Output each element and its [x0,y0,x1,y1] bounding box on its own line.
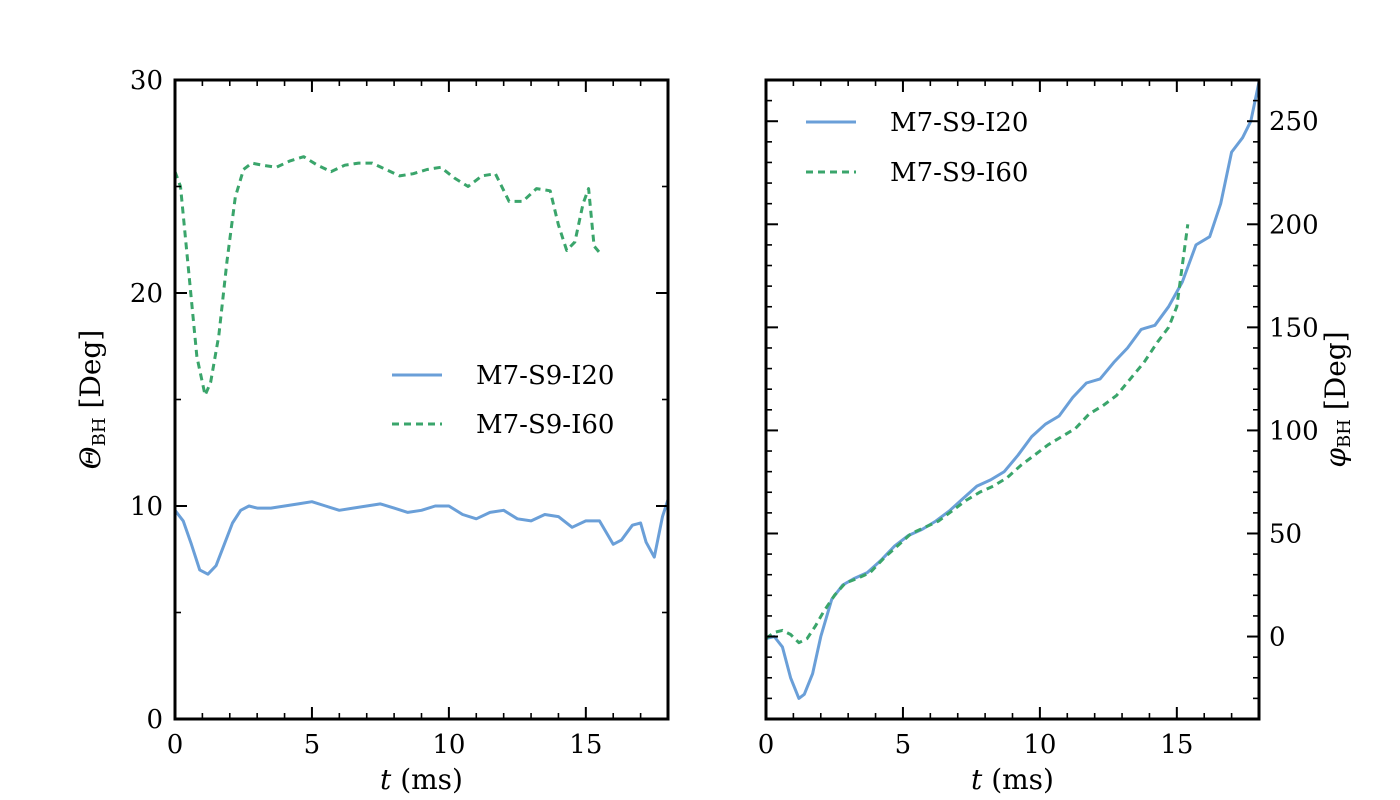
right-x-tick-label: 15 [1160,730,1193,760]
left-x-tick-label: 5 [304,730,321,760]
left-legend-label-0: M7-S9-I20 [476,361,614,391]
right-y-tick-label: 100 [1269,416,1319,446]
left-x-axis-label: t (ms) [380,763,463,796]
left-plot-frame [173,78,670,721]
right-plot-lines [766,81,1259,700]
right-series-line-1 [766,224,1190,645]
right-legend-label-1: M7-S9-I60 [890,158,1028,188]
right-y-axis-label: φBH [Deg] [1319,331,1355,467]
right-x-tick-label: 5 [895,730,912,760]
right-series-line-0 [766,81,1259,700]
left-y-tick-label: 10 [130,492,163,522]
left-plot-lines [175,155,668,576]
left-legend-label-1: M7-S9-I60 [476,410,614,440]
left-x-tick-label: 15 [569,730,602,760]
left-series-line-0 [175,499,668,576]
right-x-tick-label: 10 [1023,730,1056,760]
right-y-tick-label: 50 [1269,519,1302,549]
right-x-tick-label: 0 [758,730,775,760]
right-legend-label-0: M7-S9-I20 [890,108,1028,138]
right-y-tick-label: 0 [1269,623,1286,653]
right-y-tick-label: 200 [1269,210,1319,240]
right-y-tick-label: 250 [1269,107,1319,137]
left-y-tick-label: 0 [146,705,163,735]
right-y-tick-label: 150 [1269,313,1319,343]
left-axis-ticks: 0 5 10 15 0 10 20 30 [130,66,669,760]
left-x-tick-label: 10 [432,730,465,760]
left-y-axis-label: ΘBH [Deg] [74,330,110,470]
left-x-tick-label: 0 [167,730,184,760]
right-x-axis-label: t (ms) [971,763,1054,796]
left-legend: M7-S9-I20 M7-S9-I60 [392,361,614,440]
left-y-tick-label: 20 [130,279,163,309]
left-series-line-1 [175,155,601,397]
left-y-tick-label: 30 [130,66,163,96]
right-legend: M7-S9-I20 M7-S9-I60 [806,108,1028,188]
